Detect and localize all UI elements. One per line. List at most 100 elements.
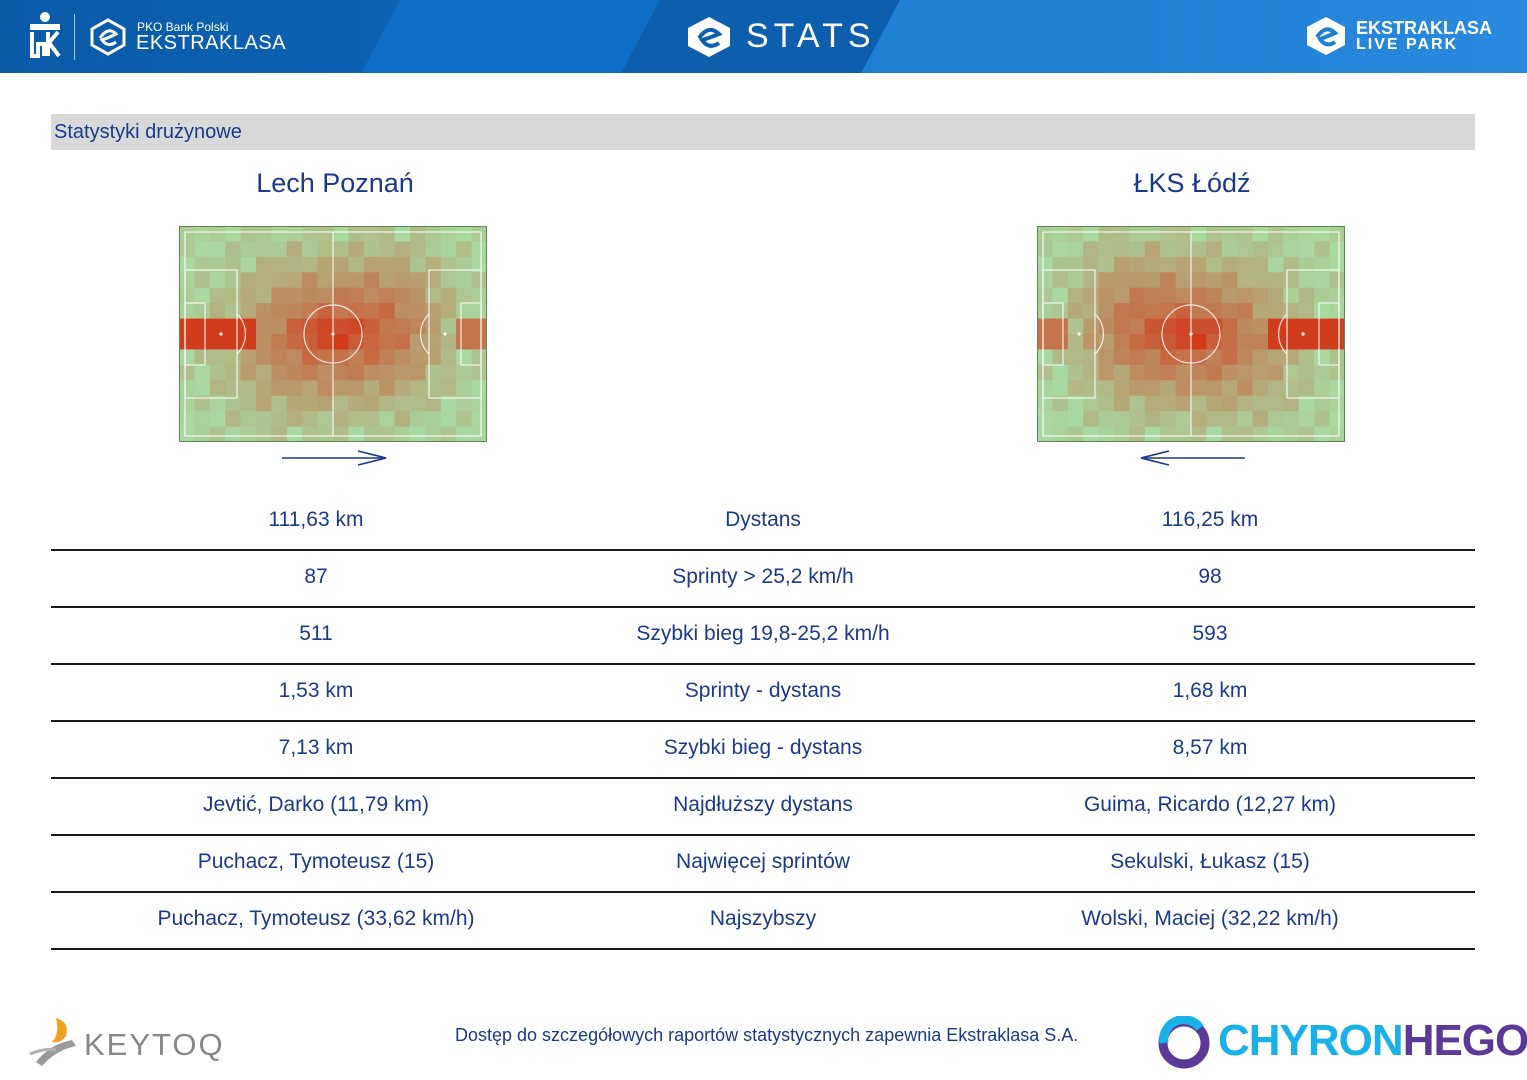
heatmap-cell [1114, 426, 1130, 442]
heatmap-cell [1268, 334, 1284, 350]
heatmap-cell [379, 272, 396, 289]
heatmap-cell [317, 349, 334, 366]
keytoq-wordmark: KEYTOQ [84, 1027, 225, 1062]
heatmap-cell [363, 272, 380, 289]
heatmap-cell [1221, 241, 1238, 258]
heatmap-cell [1191, 318, 1207, 335]
pitch-spot [331, 332, 335, 336]
heatmap-cell [1298, 226, 1315, 242]
heatmap-cell [1129, 411, 1146, 428]
heatmap-cell [179, 256, 195, 273]
heatmap-cell [271, 380, 288, 397]
heatmap-cell [1329, 395, 1345, 412]
heatmap-cell [1083, 272, 1100, 289]
heatmap-cell [425, 272, 442, 289]
heatmap-cell [394, 226, 411, 242]
heatmap-cell [1252, 256, 1269, 273]
heatmap-cell [209, 226, 226, 242]
heatmap-cell [271, 318, 288, 335]
heatmap-cell [1329, 318, 1345, 335]
heatmap-cell [1329, 334, 1345, 350]
heatmap-cell [348, 395, 365, 412]
heatmap-cell [1098, 334, 1115, 350]
heatmap-cell [456, 226, 473, 242]
heatmap-cell [1083, 380, 1100, 397]
heatmap-cell [410, 226, 426, 242]
stat-label: Szybki bieg - dystans [663, 736, 863, 759]
heatmap-cell [1083, 334, 1100, 350]
heatmap-cell [1083, 287, 1100, 304]
heatmap-cell [1037, 426, 1053, 442]
heatmap-cell [363, 380, 380, 397]
heatmap-cell [1268, 287, 1284, 304]
heatmap-cell [240, 334, 257, 350]
heatmap-cell [179, 334, 195, 350]
stat-away-value: 8,57 km [1172, 736, 1248, 759]
heatmap-cell [1083, 241, 1100, 258]
section-title: Statystyki drużynowe [54, 121, 242, 143]
heatmap-cell [1298, 303, 1315, 320]
livepark-logo-icon [1307, 17, 1345, 55]
pitch-markings [184, 231, 482, 437]
heatmap-cell [179, 380, 195, 397]
heatmap-cell [1237, 287, 1254, 304]
heatmap-cell [225, 287, 242, 304]
heatmap-cell [194, 411, 211, 428]
heatmap-cell [1067, 426, 1084, 442]
heatmap-cell [333, 318, 349, 335]
heatmap-cell [379, 411, 396, 428]
stat-away-value: 98 [1198, 565, 1222, 588]
heatmap-cell [1314, 241, 1331, 258]
heatmap-cell [471, 241, 487, 258]
stat-row: 7,13 km Szybki bieg - dystans 8,57 km [51, 722, 1475, 779]
heatmap-cell [333, 395, 349, 412]
heatmap-cell [440, 303, 457, 320]
heatmap-cell [1298, 364, 1315, 381]
pitch-spot [219, 332, 223, 336]
heatmap-cell [1098, 287, 1115, 304]
heatmap-cell [456, 334, 473, 350]
heatmap-cell [1206, 411, 1223, 428]
heatmap-cell [363, 411, 380, 428]
stat-row: Jevtić, Darko (11,79 km) Najdłuższy dyst… [51, 779, 1475, 836]
heatmap-cell [1329, 287, 1345, 304]
header-banner: PKO Bank Polski EKSTRAKLASA STATS EKSTRA… [0, 0, 1527, 73]
heatmap-cell [1298, 318, 1315, 335]
heatmap-cell [1191, 272, 1207, 289]
heatmap-cell [256, 287, 272, 304]
heatmap-cell [240, 426, 257, 442]
heatmap-cell [256, 272, 272, 289]
heatmap-cell [348, 241, 365, 258]
heatmap-cell [471, 287, 487, 304]
heatmap-cell [286, 256, 303, 273]
heatmap-cell [271, 226, 288, 242]
heatmap-cell [1114, 318, 1130, 335]
heatmap-cell [1129, 364, 1146, 381]
heatmap-cell [1114, 349, 1130, 366]
heatmap-cell [240, 380, 257, 397]
heatmap-cell [1052, 395, 1069, 412]
heatmap-cell [209, 334, 226, 350]
heatmap-cell [256, 349, 272, 366]
heatmap-cell [1268, 395, 1284, 412]
heatmap-cell [194, 287, 211, 304]
heatmap-cell [179, 426, 195, 442]
heatmap-cell [240, 272, 257, 289]
pitch-spot [1077, 332, 1081, 336]
heatmap-cell [1221, 226, 1238, 242]
heatmap-cell [1298, 411, 1315, 428]
heatmap-cell [240, 364, 257, 381]
heatmap-cell [440, 426, 457, 442]
heatmap-cell [240, 303, 257, 320]
heatmap-cell [1314, 426, 1331, 442]
heatmap-cell [1129, 426, 1146, 442]
heatmap-cell [1191, 334, 1207, 350]
heatmap-cell [1144, 334, 1161, 350]
heatmap-cell [302, 272, 319, 289]
section-bar: Statystyki drużynowe [51, 114, 1475, 150]
livepark-line2: LIVE PARK [1356, 36, 1459, 53]
heatmap-cell [1067, 226, 1084, 242]
heatmap-cell [225, 380, 242, 397]
heatmap-cell [1252, 349, 1269, 366]
heatmap-cell [1329, 303, 1345, 320]
